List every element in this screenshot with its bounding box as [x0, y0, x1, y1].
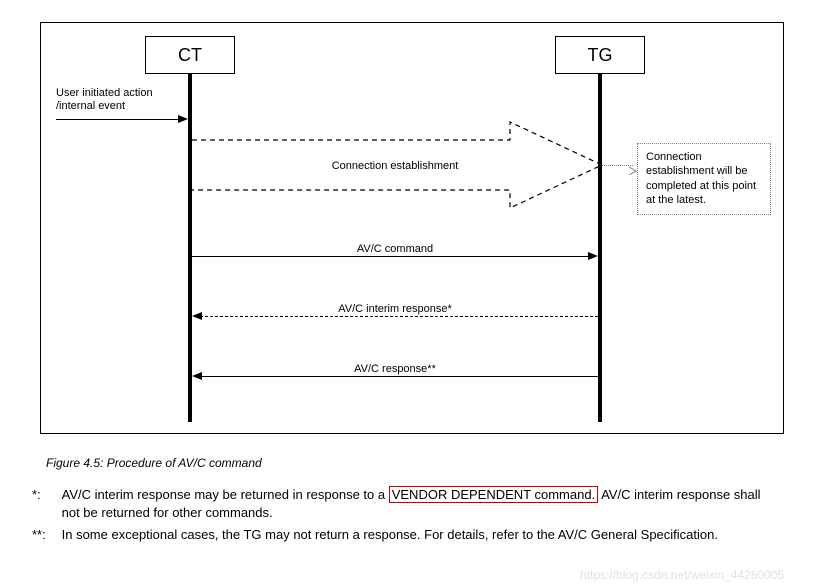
footnote-1-highlight: VENDOR DEPENDENT command. — [389, 486, 598, 503]
msg-line-command — [192, 256, 590, 257]
event-label-line2: /internal event — [56, 100, 125, 112]
event-label-line1: User initiated action — [56, 87, 153, 99]
event-label: User initiated action /internal event — [56, 87, 153, 113]
note-box: Connection establishment will be complet… — [637, 143, 771, 215]
footnote-2-pre: In some exceptional cases, the TG may no… — [62, 527, 718, 542]
participant-ct-label: CT — [178, 45, 202, 66]
footnote-1-marker: *: — [32, 486, 58, 504]
msg-label-response: AV/C response** — [295, 363, 495, 375]
footnote-1-text: AV/C interim response may be returned in… — [62, 486, 782, 521]
figure-caption: Figure 4.5: Procedure of AV/C command — [46, 456, 262, 470]
msg-label-conn: Connection establishment — [295, 160, 495, 172]
event-arrow-head — [178, 115, 188, 123]
note-connector-head — [629, 162, 637, 180]
msg-line-response — [200, 376, 598, 377]
footnote-1: *: AV/C interim response may be returned… — [32, 486, 782, 521]
participant-tg: TG — [555, 36, 645, 74]
footnote-2-marker: **: — [32, 526, 58, 544]
event-arrow-line — [56, 119, 180, 120]
note-text: Connection establishment will be complet… — [646, 151, 756, 206]
msg-head-interim — [192, 312, 202, 320]
msg-label-command: AV/C command — [295, 243, 495, 255]
msg-head-response — [192, 372, 202, 380]
participant-tg-label: TG — [588, 45, 613, 66]
participant-ct: CT — [145, 36, 235, 74]
footnote-2-text: In some exceptional cases, the TG may no… — [62, 526, 782, 544]
msg-line-interim — [200, 316, 598, 317]
watermark: https://blog.csdn.net/weixin_44260005 — [580, 568, 784, 582]
msg-label-interim: AV/C interim response* — [295, 303, 495, 315]
footnote-2: **: In some exceptional cases, the TG ma… — [32, 526, 782, 544]
msg-head-command — [588, 252, 598, 260]
footnote-1-pre: AV/C interim response may be returned in… — [62, 487, 389, 502]
